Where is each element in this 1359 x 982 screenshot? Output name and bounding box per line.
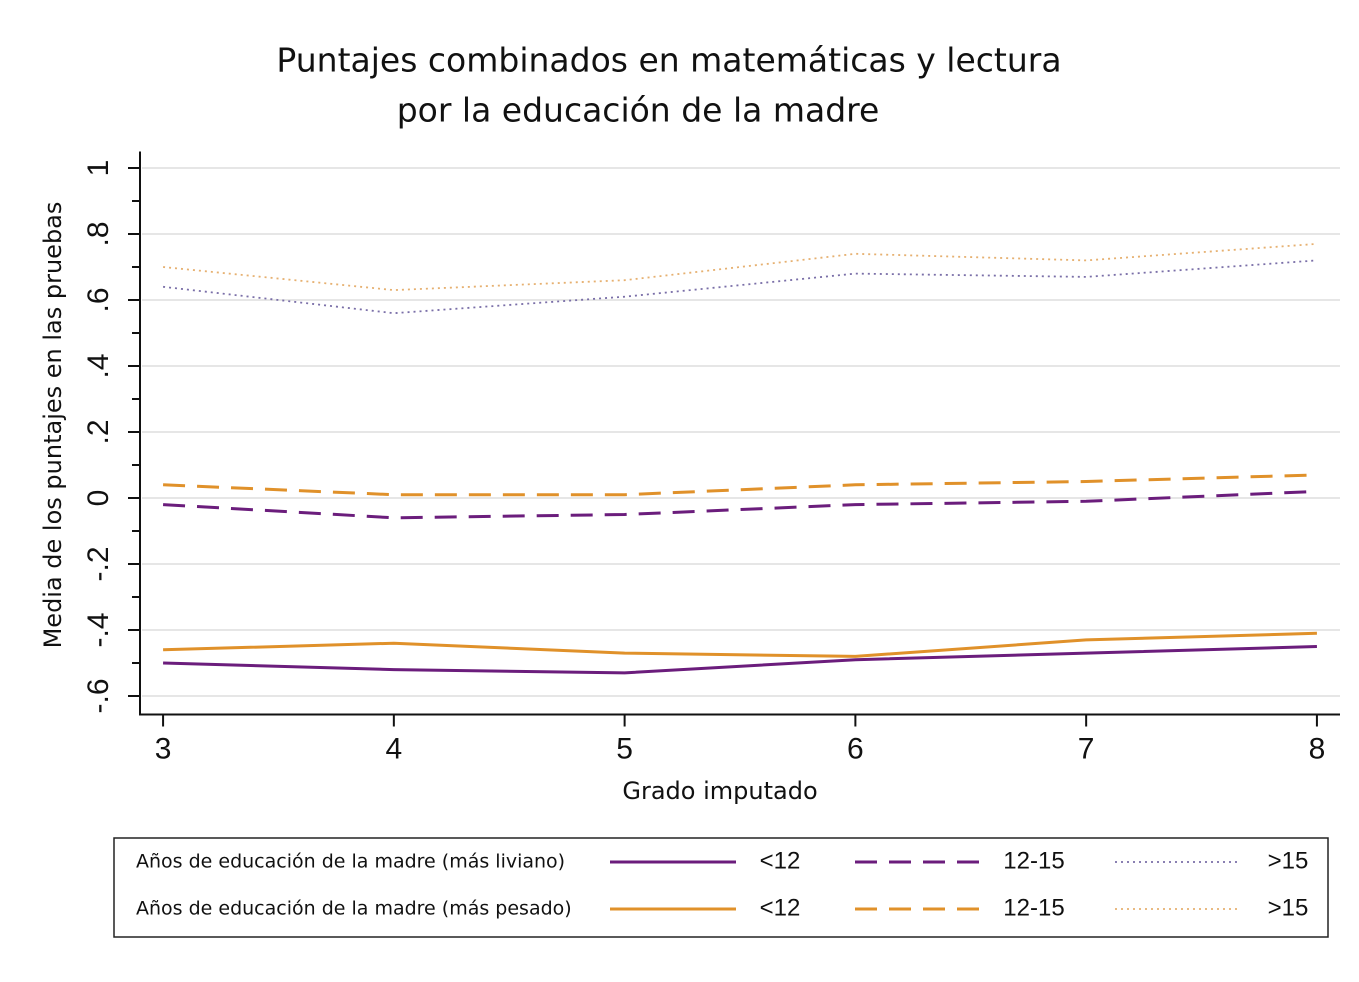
x-tick-label: 5 (616, 732, 633, 765)
series-line (162, 489, 1317, 520)
legend-label: >15 (1268, 847, 1309, 874)
x-tick-label: 6 (847, 732, 864, 765)
y-tick-label: -.6 (82, 678, 115, 713)
y-tick-label: -.2 (82, 546, 115, 581)
legend-group-label: Años de educación de la madre (más livia… (136, 851, 565, 873)
legend-label: <12 (760, 847, 801, 874)
y-axis-label: Media de los puntajes en las pruebas (39, 202, 67, 649)
x-tick-label: 7 (1078, 732, 1095, 765)
y-tick-label: 1 (82, 160, 115, 177)
legend-label: 12-15 (1003, 894, 1064, 921)
chart-title: Puntajes combinados en matemáticas y lec… (276, 41, 1061, 80)
x-tick-label: 3 (155, 732, 172, 765)
series-line (162, 243, 1317, 291)
legend-label: <12 (760, 894, 801, 921)
y-tick-label: -.4 (82, 612, 115, 647)
x-tick-label: 4 (386, 732, 403, 765)
series-line (162, 259, 1317, 315)
y-tick-label: .6 (82, 287, 115, 312)
x-tick-label: 8 (1309, 732, 1326, 765)
legend-box (113, 837, 1329, 938)
y-tick-label: 0 (82, 490, 115, 507)
legend-label: >15 (1268, 894, 1309, 921)
x-axis-label: Grado imputado (622, 777, 817, 805)
series-line (163, 473, 1317, 497)
legend-label: 12-15 (1003, 847, 1064, 874)
y-tick-label: .4 (82, 353, 115, 378)
chart-title: por la educación de la madre (397, 91, 880, 130)
series-line (163, 631, 1317, 658)
y-tick-label: .2 (82, 419, 115, 444)
series-line (163, 645, 1317, 675)
y-tick-label: .8 (82, 221, 115, 246)
legend-group-label: Años de educación de la madre (más pesad… (136, 898, 572, 920)
